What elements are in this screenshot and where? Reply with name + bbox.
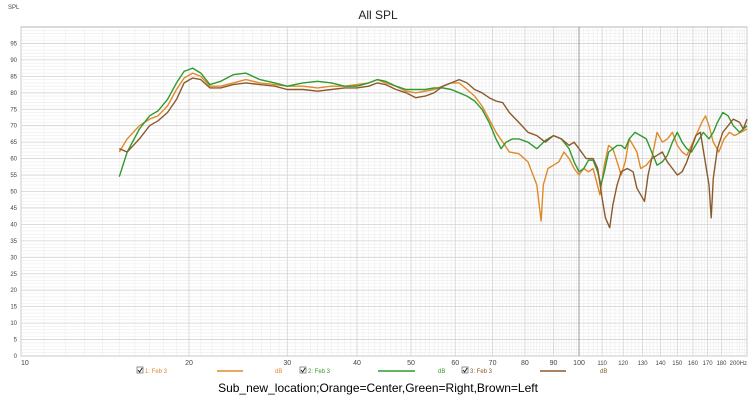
major-grid bbox=[20, 27, 748, 357]
series-line-1 bbox=[118, 72, 748, 222]
series-line-2 bbox=[118, 67, 748, 186]
x-tick-label: 120 bbox=[618, 361, 629, 367]
y-tick-label: 85 bbox=[10, 74, 17, 80]
y-tick-label: 70 bbox=[10, 124, 17, 130]
y-tick-label: 60 bbox=[10, 157, 17, 163]
series-lines bbox=[118, 67, 748, 229]
y-axis-ticks: 0 5 10 15 20 25 30 35 40 45 50 55 60 65 70 75 80 85 90 95 bbox=[10, 41, 17, 360]
chart-caption: Sub_new_location;Orange=Center,Green=Rig… bbox=[218, 381, 538, 395]
x-tick-label: 30 bbox=[283, 360, 291, 367]
x-tick-label: 20 bbox=[185, 360, 193, 367]
chart-title: All SPL bbox=[358, 8, 398, 22]
legend-unit: dB bbox=[438, 369, 445, 375]
y-tick-label: 20 bbox=[10, 288, 17, 294]
y-tick-label: 90 bbox=[10, 58, 17, 64]
y-tick-label: 45 bbox=[10, 206, 17, 212]
x-tick-label: 70 bbox=[489, 360, 497, 367]
legend-series-name: 1: Feb 3 bbox=[145, 369, 168, 375]
x-tick-label: 50 bbox=[407, 360, 415, 367]
x-tick-label: 40 bbox=[353, 360, 361, 367]
legend-checkbox-2[interactable] bbox=[299, 366, 307, 374]
y-tick-label: 15 bbox=[10, 305, 17, 311]
x-tick-label: 150 bbox=[672, 361, 683, 367]
y-tick-label: 55 bbox=[10, 173, 17, 179]
x-tick-label: 130 bbox=[638, 361, 649, 367]
y-axis-label: SPL bbox=[8, 5, 20, 11]
y-tick-label: 30 bbox=[10, 255, 17, 261]
y-tick-label: 95 bbox=[10, 41, 17, 47]
y-tick-label: 50 bbox=[10, 190, 17, 196]
x-tick-label: 170 bbox=[703, 361, 714, 367]
legend-unit: dB bbox=[275, 369, 282, 375]
legend-unit: dB bbox=[600, 369, 607, 375]
x-tick-label: 90 bbox=[550, 360, 558, 367]
y-tick-label: 0 bbox=[14, 354, 18, 360]
x-tick-label: 160 bbox=[688, 361, 699, 367]
x-tick-label: 140 bbox=[656, 361, 667, 367]
x-tick-label: 100 bbox=[573, 360, 585, 367]
y-tick-label: 35 bbox=[10, 239, 17, 245]
y-tick-label: 75 bbox=[10, 107, 17, 113]
y-tick-label: 10 bbox=[10, 321, 17, 327]
x-tick-label: 180 bbox=[716, 361, 727, 367]
legend-checkbox-1[interactable] bbox=[136, 366, 144, 374]
y-tick-label: 25 bbox=[10, 272, 17, 278]
x-tick-label: 10 bbox=[21, 360, 29, 367]
legend-checkbox-3[interactable] bbox=[461, 366, 469, 374]
legend: 1: Feb 3 dB 2: Feb 3 dB 3: Feb 3 dB bbox=[136, 366, 607, 375]
legend-series-name: 2: Feb 3 bbox=[308, 369, 331, 375]
x-tick-label: 200Hz bbox=[730, 361, 747, 367]
y-tick-label: 65 bbox=[10, 140, 17, 146]
y-tick-label: 5 bbox=[14, 338, 18, 344]
x-tick-label: 80 bbox=[521, 360, 529, 367]
legend-series-name: 3: Feb 3 bbox=[470, 369, 493, 375]
x-tick-label: 110 bbox=[597, 361, 607, 367]
y-tick-label: 40 bbox=[10, 222, 17, 228]
y-tick-label: 80 bbox=[10, 91, 17, 97]
x-tick-label: 60 bbox=[451, 360, 459, 367]
series-line-3 bbox=[119, 77, 748, 229]
x-axis-ticks: 10 20 30 40 50 60 70 80 90 100 110 120 130 140 150 160 1… bbox=[21, 360, 747, 367]
